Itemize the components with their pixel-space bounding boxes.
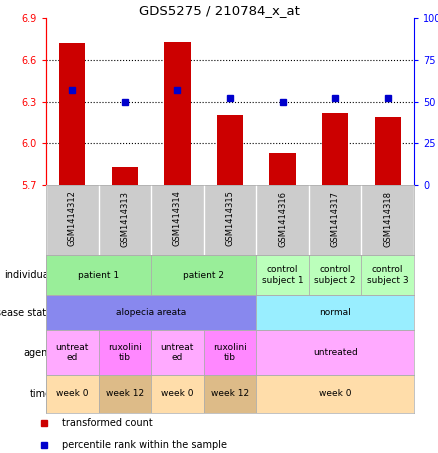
Text: GSM1414316: GSM1414316 (278, 191, 287, 246)
Text: control
subject 2: control subject 2 (314, 265, 356, 284)
Polygon shape (55, 346, 67, 359)
Bar (46, 295, 256, 330)
Text: week 0: week 0 (56, 390, 88, 399)
Polygon shape (55, 388, 67, 400)
Text: week 0: week 0 (161, 390, 194, 399)
Text: GSM1414318: GSM1414318 (383, 191, 392, 246)
Text: individual: individual (4, 270, 52, 280)
Text: ruxolini
tib: ruxolini tib (213, 343, 247, 362)
Bar (99, 330, 151, 375)
Text: GSM1414313: GSM1414313 (120, 191, 129, 246)
Text: disease state: disease state (0, 308, 52, 318)
Polygon shape (55, 307, 67, 318)
Bar (59, 43, 85, 185)
Text: patient 1: patient 1 (78, 270, 119, 280)
Text: week 12: week 12 (106, 390, 144, 399)
Text: GSM1414315: GSM1414315 (226, 191, 234, 246)
Bar (46, 330, 99, 375)
Bar (112, 167, 138, 185)
Polygon shape (55, 269, 67, 281)
Bar (322, 113, 348, 185)
Text: percentile rank within the sample: percentile rank within the sample (62, 440, 227, 450)
Bar (46, 375, 99, 413)
Text: patient 2: patient 2 (183, 270, 224, 280)
Bar (256, 295, 414, 330)
Text: agent: agent (23, 347, 52, 357)
Bar (374, 117, 401, 185)
Bar (269, 153, 296, 185)
Bar (204, 330, 256, 375)
Bar (361, 255, 414, 295)
Text: ruxolini
tib: ruxolini tib (108, 343, 142, 362)
Text: normal: normal (319, 308, 351, 317)
Bar (309, 255, 361, 295)
Bar (99, 375, 151, 413)
Text: week 0: week 0 (319, 390, 351, 399)
Text: week 12: week 12 (211, 390, 249, 399)
Bar (151, 255, 256, 295)
Text: transformed count: transformed count (62, 419, 152, 429)
Bar (256, 375, 414, 413)
Bar (256, 330, 414, 375)
Bar (151, 330, 204, 375)
Text: GSM1414314: GSM1414314 (173, 191, 182, 246)
Text: GSM1414312: GSM1414312 (68, 191, 77, 246)
Text: GDS5275 / 210784_x_at: GDS5275 / 210784_x_at (138, 5, 300, 18)
Bar (204, 375, 256, 413)
Bar (164, 42, 191, 185)
Text: GSM1414317: GSM1414317 (331, 191, 339, 246)
Text: untreat
ed: untreat ed (161, 343, 194, 362)
Bar (217, 116, 243, 185)
Text: untreat
ed: untreat ed (56, 343, 89, 362)
Text: untreated: untreated (313, 348, 357, 357)
Text: alopecia areata: alopecia areata (116, 308, 186, 317)
Bar (46, 255, 151, 295)
Bar (151, 375, 204, 413)
Bar (256, 255, 309, 295)
Text: control
subject 1: control subject 1 (262, 265, 304, 284)
Text: control
subject 3: control subject 3 (367, 265, 409, 284)
Text: time: time (29, 389, 52, 399)
